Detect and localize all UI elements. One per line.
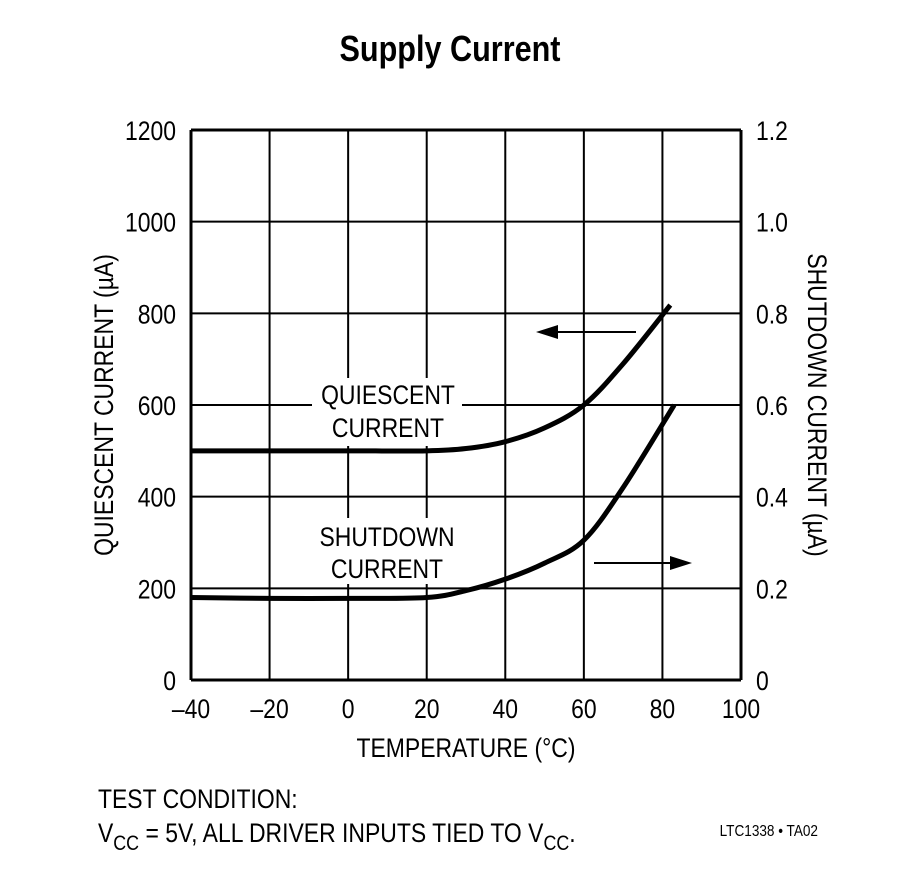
y-tick-label: 400 <box>138 483 176 513</box>
y-tick-label: 200 <box>138 575 176 605</box>
y-tick-label: 1200 <box>125 116 176 146</box>
x-tick-label: 60 <box>571 694 597 724</box>
x-tick-label: 100 <box>722 694 760 724</box>
label-bg <box>306 518 466 584</box>
y2-tick-label: 1.2 <box>756 116 788 146</box>
test-condition-label: TEST CONDITION: <box>98 784 298 814</box>
y-tick-label: 1000 <box>125 208 176 238</box>
y-axis-label: QUIESCENT CURRENT (µA) <box>89 254 119 556</box>
x-tick-label: 20 <box>414 694 440 724</box>
y2-tick-label: 0.2 <box>756 575 788 605</box>
arrow-right-icon <box>670 556 692 570</box>
chart-title: Supply Current <box>339 28 561 69</box>
quiescent-label: CURRENT <box>332 413 444 443</box>
shutdown-label: SHUTDOWN <box>319 522 454 552</box>
arrow-left-icon <box>536 325 558 339</box>
figure-id: LTC1338 • TA02 <box>720 823 818 840</box>
y-tick-label: 800 <box>138 300 176 330</box>
y2-tick-label: 0.8 <box>756 300 788 330</box>
y-tick-label: 0 <box>163 666 176 696</box>
y2-tick-label: 0.6 <box>756 391 788 421</box>
y2-tick-label: 1.0 <box>756 208 788 238</box>
shutdown-label: CURRENT <box>331 554 443 584</box>
test-condition-detail: VCC = 5V, ALL DRIVER INPUTS TIED TO VCC. <box>98 818 576 855</box>
x-tick-label: –40 <box>172 694 210 724</box>
x-tick-label: 80 <box>650 694 676 724</box>
x-tick-label: –20 <box>250 694 288 724</box>
y2-tick-label: 0.4 <box>756 483 788 513</box>
x-tick-label: 0 <box>342 694 355 724</box>
x-tick-label: 40 <box>493 694 519 724</box>
x-axis-label: TEMPERATURE (°C) <box>356 733 575 763</box>
y-tick-label: 600 <box>138 391 176 421</box>
quiescent-current-line <box>191 303 673 454</box>
y2-tick-label: 0 <box>756 666 769 696</box>
y2-axis-label: SHUTDOWN CURRENT (µA) <box>802 253 832 556</box>
quiescent-label: QUIESCENT <box>321 380 455 410</box>
shutdown-current-line <box>190 403 677 602</box>
label-bg <box>312 378 462 446</box>
